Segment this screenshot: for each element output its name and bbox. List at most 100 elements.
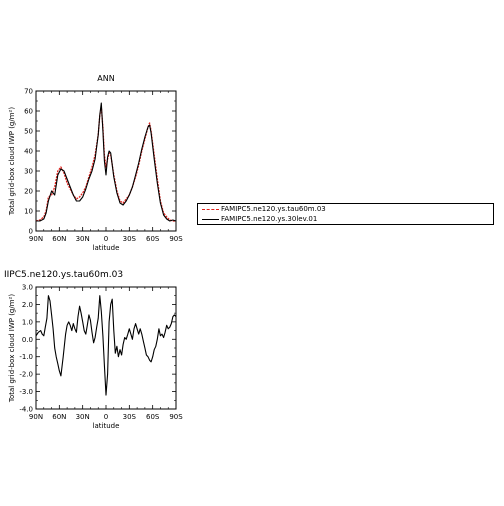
data-point-2-1-86 — [173, 316, 174, 317]
data-point-2-1-26 — [79, 306, 80, 307]
x-tick-label-2-2: 30N — [76, 413, 90, 421]
data-point-2-1-55 — [124, 337, 125, 338]
y-tick-label-2-7: 3.0 — [22, 284, 33, 292]
y-tick-label-2-6: 2.0 — [22, 301, 33, 309]
data-point-1-1-6 — [54, 187, 55, 188]
data-point-1-2-36 — [135, 175, 136, 176]
data-point-1-2-29 — [113, 177, 114, 178]
data-point-2-1-2 — [40, 330, 41, 331]
data-point-2-1-39 — [99, 295, 100, 296]
y-tick-label-1-7: 70 — [24, 88, 33, 96]
data-point-1-2-0 — [36, 221, 37, 222]
data-point-2-1-5 — [45, 327, 46, 328]
data-point-1-1-49 — [173, 221, 174, 222]
data-point-2-1-74 — [154, 349, 155, 350]
data-point-2-1-69 — [146, 355, 147, 356]
data-point-1-2-38 — [141, 149, 142, 150]
data-point-2-1-41 — [103, 335, 104, 336]
data-point-1-2-1 — [40, 221, 41, 222]
y-tick-label-2-5: 1.0 — [22, 318, 33, 326]
data-point-2-1-78 — [160, 335, 161, 336]
data-point-1-2-9 — [64, 171, 65, 172]
data-point-2-1-14 — [59, 370, 60, 371]
data-point-1-2-6 — [54, 195, 55, 196]
data-point-1-1-10 — [67, 183, 68, 184]
data-point-1-2-14 — [79, 201, 80, 202]
data-point-2-1-7 — [48, 295, 49, 296]
data-point-2-1-4 — [43, 335, 44, 336]
data-point-1-2-46 — [163, 215, 164, 216]
y-tick-label-1-4: 40 — [24, 148, 33, 156]
x-tick-label-1-5: 60S — [146, 235, 160, 243]
data-point-2-1-0 — [36, 335, 37, 336]
data-point-2-1-35 — [93, 342, 94, 343]
data-point-1-2-42 — [151, 133, 152, 134]
x-tick-label-2-4: 30S — [123, 413, 137, 421]
data-point-2-1-77 — [159, 328, 160, 329]
data-point-2-1-9 — [51, 315, 52, 316]
data-point-1-2-30 — [117, 193, 118, 194]
x-tick-label-1-0: 90N — [29, 235, 43, 243]
data-point-2-1-50 — [117, 346, 118, 347]
data-point-1-2-27 — [109, 151, 110, 152]
data-point-1-2-50 — [176, 221, 177, 222]
data-point-1-2-45 — [160, 203, 161, 204]
data-point-1-2-20 — [98, 135, 99, 136]
y-tick-label-2-4: 0.0 — [22, 336, 33, 344]
data-point-1-2-15 — [82, 197, 83, 198]
data-point-2-1-49 — [115, 353, 116, 354]
data-point-2-1-25 — [78, 316, 79, 317]
data-point-2-1-33 — [90, 320, 91, 321]
data-point-2-1-79 — [162, 334, 163, 335]
data-point-1-2-31 — [120, 203, 121, 204]
data-point-1-2-5 — [51, 191, 52, 192]
data-point-1-2-4 — [48, 201, 49, 202]
data-point-1-2-39 — [145, 137, 146, 138]
data-point-1-2-33 — [126, 201, 127, 202]
y-tick-label-1-6: 60 — [24, 108, 33, 116]
x-tick-label-2-5: 60S — [146, 413, 160, 421]
data-point-1-2-2 — [43, 219, 44, 220]
data-point-2-1-16 — [63, 356, 64, 357]
data-point-1-2-10 — [67, 179, 68, 180]
data-point-2-1-37 — [96, 327, 97, 328]
x-tick-label-2-6: 90S — [169, 413, 183, 421]
legend-item-1: FAMIPC5.ne120.ys.tau60m.03 — [202, 204, 326, 214]
data-point-2-1-11 — [54, 348, 55, 349]
data-point-1-2-11 — [70, 187, 71, 188]
legend-label-1: FAMIPC5.ne120.ys.tau60m.03 — [221, 205, 326, 213]
data-point-2-1-52 — [120, 349, 121, 350]
data-point-2-1-46 — [110, 304, 111, 305]
data-point-2-1-43 — [106, 395, 107, 396]
data-point-2-1-59 — [131, 334, 132, 335]
data-point-2-1-70 — [148, 356, 149, 357]
data-point-2-1-48 — [113, 330, 114, 331]
x-tick-label-1-3: 0 — [104, 235, 108, 243]
series-line-2-1 — [35, 295, 177, 396]
data-point-1-2-21 — [99, 115, 100, 116]
data-point-2-1-32 — [89, 315, 90, 316]
data-point-2-1-63 — [137, 328, 138, 329]
chart-2-title: IIPC5.ne120.ys.tau60m.03 — [4, 270, 123, 280]
data-point-2-1-68 — [145, 348, 146, 349]
data-point-2-1-53 — [121, 355, 122, 356]
data-point-2-1-71 — [149, 360, 150, 361]
data-point-2-1-51 — [118, 356, 119, 357]
data-point-2-1-12 — [56, 356, 57, 357]
y-tick-label-1-3: 30 — [24, 168, 33, 176]
data-point-2-1-84 — [169, 327, 170, 328]
data-point-1-2-37 — [138, 163, 139, 164]
data-point-2-1-17 — [65, 334, 66, 335]
data-point-1-2-32 — [123, 205, 124, 206]
data-point-1-2-49 — [173, 220, 174, 221]
data-point-2-1-58 — [129, 328, 130, 329]
data-point-1-1-8 — [61, 167, 62, 168]
data-point-2-1-40 — [101, 311, 102, 312]
data-point-2-1-67 — [143, 341, 144, 342]
data-point-1-1-7 — [57, 171, 58, 172]
data-point-2-1-27 — [81, 313, 82, 314]
y-axis-label-2: Total grid-box cloud IWP (g/m²) — [8, 294, 16, 403]
data-point-1-2-25 — [106, 175, 107, 176]
data-point-1-2-35 — [132, 187, 133, 188]
data-point-1-2-43 — [154, 159, 155, 160]
